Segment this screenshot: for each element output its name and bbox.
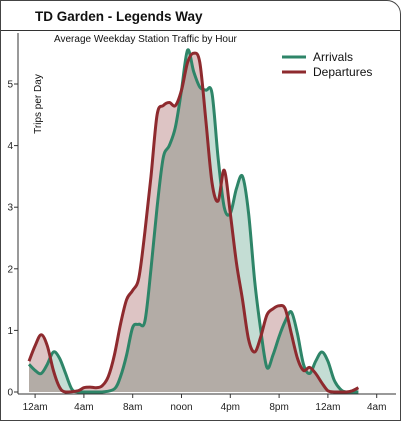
x-tick-label: 8am [123, 402, 142, 413]
y-tick-label: 1 [7, 326, 13, 337]
axes: 0 1 2 3 4 5 12am 4am 8am noon 4pm 8pm 12am 4am [7, 33, 396, 413]
card-header: TD Garden - Legends Way [1, 1, 400, 31]
legend-label-arrivals: Arrivals [313, 50, 353, 64]
x-tick-label: 8pm [269, 402, 288, 413]
series-line-arrivals [27, 48, 359, 394]
x-tick-label: 12am [315, 402, 340, 413]
y-tick-label: 5 [7, 80, 13, 91]
y-tick-label: 4 [7, 141, 13, 152]
y-tick-label: 0 [7, 388, 13, 399]
x-tick-label: 4am [367, 402, 386, 413]
x-tick-label: 12am [23, 402, 48, 413]
plot-area [27, 48, 360, 394]
y-axis-label: Trips per Day [33, 74, 44, 134]
x-tick-label: 4pm [221, 402, 240, 413]
area-overlap [29, 53, 359, 393]
chart-title: Average Weekday Station Traffic by Hour [54, 34, 238, 45]
page-title: TD Garden - Legends Way [35, 9, 203, 24]
y-tick-label: 3 [7, 203, 13, 214]
x-tick-label: noon [170, 402, 192, 413]
x-tick-label: 4am [74, 402, 93, 413]
y-tick-label: 2 [7, 264, 13, 275]
series-line-departures [27, 51, 360, 394]
legend-label-departures: Departures [313, 65, 372, 79]
